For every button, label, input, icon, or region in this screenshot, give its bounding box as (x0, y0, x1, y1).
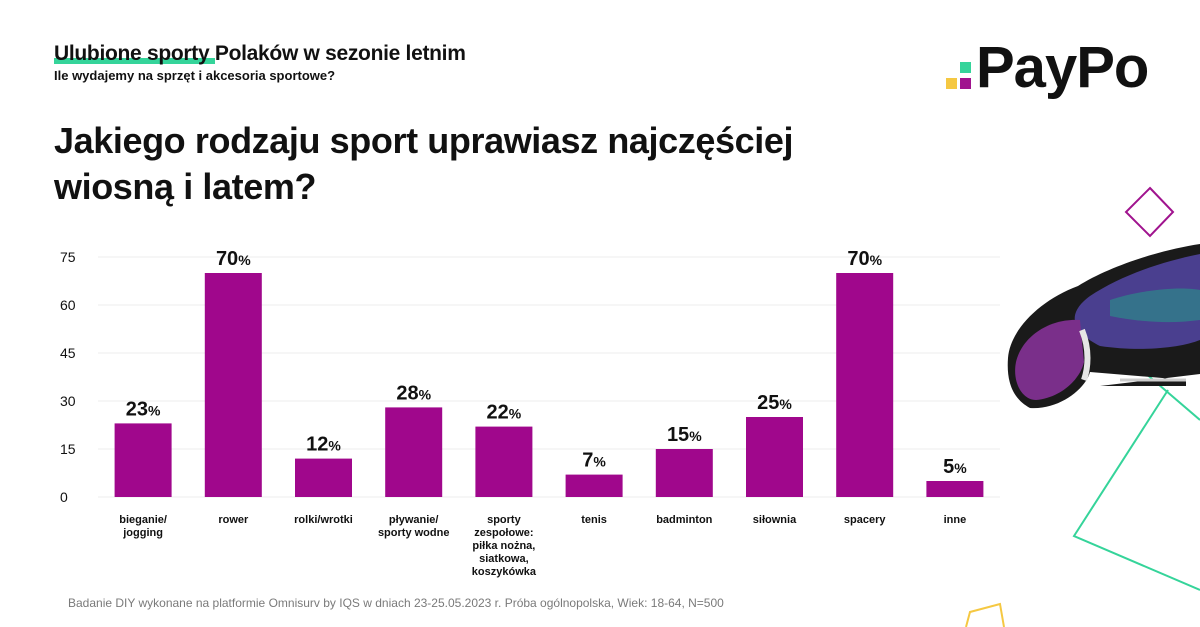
bar-value-label: 70% (847, 248, 882, 270)
y-tick-label: 15 (60, 441, 76, 457)
y-tick-label: 75 (60, 249, 76, 265)
paypo-logo: PayPo (944, 35, 1164, 108)
x-category-label: inne (944, 514, 967, 526)
bar (836, 273, 894, 497)
bar (385, 407, 443, 497)
y-tick-label: 45 (60, 345, 76, 361)
bar-value-label: 12% (306, 434, 341, 456)
x-category-label: sporty zespołowe: piłka nożna, siatkowa, kos… (472, 514, 537, 578)
y-tick-label: 0 (60, 489, 68, 505)
bar (655, 449, 713, 497)
header-title: Ulubione sporty Polaków w sezonie letnim (54, 42, 466, 66)
x-category-label: bieganie/jogging (119, 514, 167, 539)
title-highlight: Ulubione sporty (54, 42, 215, 65)
green-line-deco (1072, 389, 1200, 591)
sunglasses-image (1007, 244, 1200, 409)
logo-square-yellow (946, 78, 957, 89)
logo-text: PayPo (976, 35, 1149, 100)
bar (295, 458, 352, 497)
highlight-underline (54, 58, 215, 64)
x-category-label: rower (218, 514, 249, 526)
bar (565, 474, 623, 497)
bar-value-label: 23% (126, 398, 161, 420)
purple-diamond-outline (1124, 186, 1175, 238)
title-rest: Polaków w sezonie letnim (214, 42, 466, 65)
bars-layer (114, 273, 984, 497)
labels-layer: 0 15 30 45 60 75 23% bieganie/jogging 70% rower 12… (60, 248, 967, 578)
x-category-label: spacery (844, 514, 886, 526)
x-category-label: siłownia (753, 514, 797, 526)
yellow-outline-deco (965, 602, 1005, 627)
bar-value-label: 5% (943, 456, 967, 478)
bar-value-label: 70% (216, 248, 251, 270)
bar-value-label: 25% (757, 392, 792, 414)
x-category-label: badminton (656, 514, 712, 526)
bar-value-label: 28% (396, 382, 431, 404)
y-tick-label: 30 (60, 393, 76, 409)
logo-square-purple (960, 78, 971, 89)
bar (475, 426, 533, 497)
x-category-label: rolki/wrotki (294, 514, 353, 526)
logo-square-green (960, 62, 971, 73)
bar-value-label: 15% (667, 424, 702, 446)
bar-value-label: 7% (582, 450, 606, 472)
y-tick-label: 60 (60, 297, 76, 313)
question-title: Jakiego rodzaju sport uprawiasz najczęśc… (54, 120, 794, 207)
bar (114, 423, 172, 497)
bar-value-label: 22% (487, 402, 522, 424)
x-category-label: pływanie/sporty wodne (378, 514, 450, 539)
bar (204, 273, 262, 497)
header-subtitle: Ile wydajemy na sprzęt i akcesoria sport… (54, 68, 336, 83)
footer-note: Badanie DIY wykonane na platformie Omnis… (68, 596, 724, 610)
bar (926, 481, 984, 497)
bar (746, 417, 803, 497)
x-category-label: tenis (581, 514, 607, 526)
